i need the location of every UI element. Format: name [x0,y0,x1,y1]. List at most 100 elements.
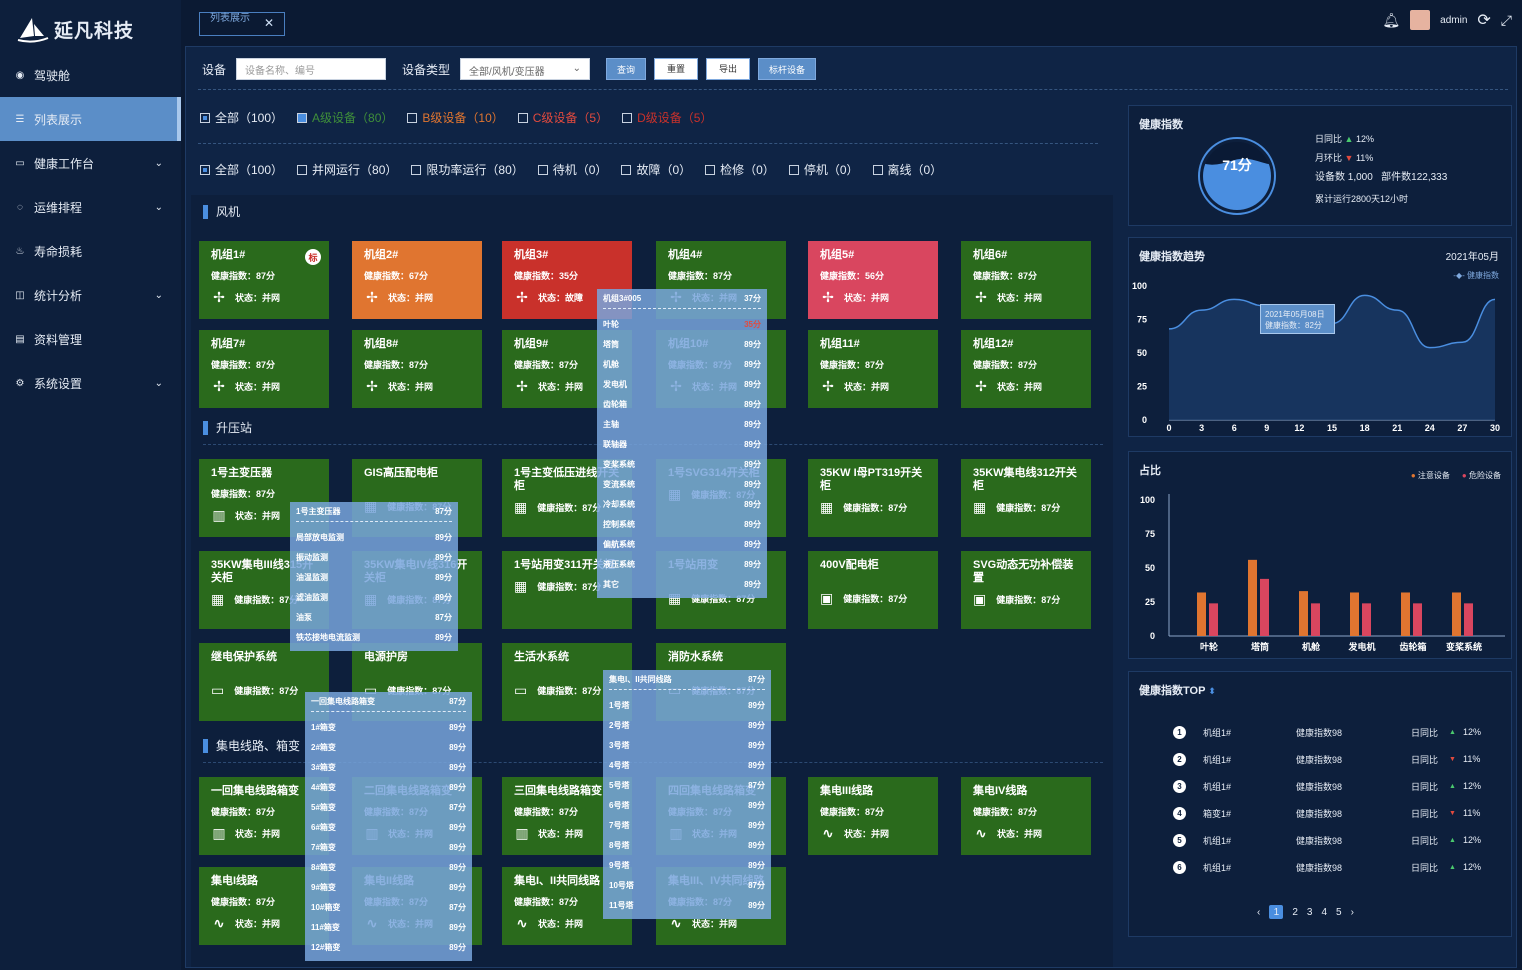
sidebar-item-7[interactable]: ⚙ 系统设置 ⌄ [0,361,181,405]
popup-row-value: 89分 [748,820,765,830]
wind-card-7[interactable]: 机组7# 健康指数：87分 ✢ 状态：并网 [199,330,329,408]
card-title: 机组8# [364,338,399,350]
trend-month[interactable]: 2021年05月 [1445,252,1499,263]
sidebar-item-5[interactable]: ◫ 统计分析 ⌄ [0,273,181,317]
checkbox-box[interactable] [411,164,422,175]
grade-checkbox-3[interactable]: C级设备（5） [517,109,608,126]
page-2[interactable]: 2 [1292,906,1298,918]
bar-注意设备[interactable] [1350,592,1359,636]
checkbox-box[interactable] [517,112,528,123]
substation-card-6[interactable]: 35KW集电线312开关柜 ▦ 健康指数：87分 [961,459,1091,537]
top-row[interactable]: 6 机组1# 健康指数98 日同比 ▲ 12% [1173,857,1493,877]
bar-注意设备[interactable] [1452,592,1461,636]
top-compare-value: 12% [1463,835,1482,845]
x-tick-label: 24 [1425,423,1435,433]
checkbox-box[interactable] [200,112,210,123]
page-1[interactable]: 1 [1269,905,1284,919]
benchmark-button[interactable]: 标杆设备 [758,58,817,80]
sidebar-item-3[interactable]: ◌ 运维排程 ⌄ [0,185,181,229]
checkbox-box[interactable] [200,164,210,175]
reset-button[interactable]: 重置 [654,58,699,80]
status-checkbox-1[interactable]: 并网运行（80） [297,161,397,178]
sidebar-item-0[interactable]: ◉ 驾驶舱 [0,53,181,97]
sidebar-item-4[interactable]: ♨ 寿命损耗 [0,229,181,273]
page-4[interactable]: 4 [1321,906,1328,918]
bar-危险设备[interactable] [1413,603,1422,636]
line-card-6[interactable]: 集电IV线路 健康指数：87分 ∿ 状态：并网 [961,777,1091,855]
popup-row-label: 液压系统 [603,559,635,569]
card-title: GIS高压配电柜 [364,467,438,479]
wind-card-8[interactable]: 机组8# 健康指数：87分 ✢ 状态：并网 [352,330,482,408]
page-5[interactable]: 5 [1336,906,1342,918]
turbine-icon: ✢ [975,289,987,305]
substation-card-5[interactable]: 35KW I母PT319开关柜 ▦ 健康指数：87分 [808,459,938,537]
page-3[interactable]: 3 [1306,906,1313,918]
sidebar-item-6[interactable]: ▤ 资料管理 [0,317,181,361]
export-button[interactable]: 导出 [706,58,751,80]
next-page-icon[interactable]: › [1350,906,1354,918]
status-checkbox-7[interactable]: 离线（0） [872,161,942,178]
bar-注意设备[interactable] [1299,591,1308,636]
popup-title: 集电I、II共同线路 [609,675,672,684]
bar-危险设备[interactable] [1260,578,1269,636]
close-icon[interactable]: ✕ [263,16,274,30]
sort-icon[interactable]: ⬍ [1208,686,1216,696]
bar-注意设备[interactable] [1248,559,1257,636]
fullscreen-icon[interactable]: ⤢ [1500,11,1512,28]
prev-page-icon[interactable]: ‹ [1257,906,1261,918]
top-row[interactable]: 5 机组1# 健康指数98 日同比 ▲ 12% [1173,830,1493,850]
wind-card-2[interactable]: 机组2# 健康指数：67分 ✢ 状态：并网 [352,241,482,319]
checkbox-box[interactable] [705,164,716,175]
top-compare-label: 日同比 [1411,781,1439,792]
line-card-5[interactable]: 集电III线路 健康指数：87分 ∿ 状态：并网 [808,777,938,855]
substation-card-11[interactable]: 400V配电柜 ▣ 健康指数：87分 [808,551,938,629]
status-checkbox-3[interactable]: 待机（0） [537,161,607,178]
checkbox-box[interactable] [537,164,548,175]
sidebar-item-2[interactable]: ▭ 健康工作台 ⌄ [0,141,181,185]
grade-checkbox-1[interactable]: A级设备（80） [297,109,393,126]
device-type-select[interactable]: 全部/风机/变压器 ⌄ [460,58,591,80]
bell-icon[interactable]: 🔔︎ [1382,11,1401,28]
card-status-row: ∿ 状态：并网 [973,825,1079,842]
transformer-icon: ▥ [515,825,529,841]
checkbox-box[interactable] [297,164,308,175]
wind-card-11[interactable]: 机组11# 健康指数：87分 ✢ 状态：并网 [808,330,938,408]
bar-危险设备[interactable] [1464,603,1473,636]
bar-危险设备[interactable] [1311,603,1320,636]
wind-card-12[interactable]: 机组12# 健康指数：87分 ✢ 状态：并网 [961,330,1091,408]
checkbox-box[interactable] [788,164,799,175]
status-checkbox-5[interactable]: 检修（0） [705,161,775,178]
refresh-icon[interactable]: ⟳ [1477,12,1491,29]
checkbox-box[interactable] [407,112,418,123]
status-checkbox-2[interactable]: 限功率运行（80） [411,161,524,178]
brand-logo[interactable]: 延凡科技 [0,0,181,58]
checkbox-box[interactable] [622,112,633,123]
checkbox-box[interactable] [297,112,308,123]
tab-list-view[interactable]: 列表展示 ✕ [199,12,285,36]
grade-checkbox-0[interactable]: 全部（100） [200,109,283,126]
bar-注意设备[interactable] [1197,592,1206,636]
grade-checkbox-4[interactable]: D级设备（5） [622,109,712,126]
top-row[interactable]: 2 机组1# 健康指数98 日同比 ▼ 11% [1173,749,1493,769]
top-row[interactable]: 1 机组1# 健康指数98 日同比 ▲ 12% [1173,722,1493,742]
username[interactable]: admin [1440,14,1468,26]
status-checkbox-6[interactable]: 停机（0） [788,161,859,178]
checkbox-box[interactable] [621,164,632,175]
status-checkbox-4[interactable]: 故障（0） [621,161,691,178]
device-search-input[interactable]: 设备名称、编号 [236,58,387,80]
top-row[interactable]: 4 箱变1# 健康指数98 日同比 ▼ 11% [1173,803,1493,823]
grade-checkbox-2[interactable]: B级设备（10） [407,109,504,126]
status-checkbox-0[interactable]: 全部（100） [200,161,283,178]
wind-card-1[interactable]: 机组1# 健康指数：87分 ✢ 状态：并网 标 [199,241,329,319]
query-button[interactable]: 查询 [606,58,647,80]
bar-危险设备[interactable] [1362,603,1371,636]
bar-注意设备[interactable] [1401,592,1410,636]
bar-危险设备[interactable] [1209,603,1218,636]
top-row[interactable]: 3 机组1# 健康指数98 日同比 ▲ 12% [1173,776,1493,796]
substation-card-12[interactable]: SVG动态无功补偿装置 ▣ 健康指数：87分 [961,551,1091,629]
wind-card-5[interactable]: 机组5# 健康指数：56分 ✢ 状态：并网 [808,241,938,319]
sidebar-item-1[interactable]: ☰ 列表展示 [0,97,181,141]
checkbox-box[interactable] [872,164,883,175]
wind-card-6[interactable]: 机组6# 健康指数：87分 ✢ 状态：并网 [961,241,1091,319]
avatar[interactable] [1410,10,1431,30]
